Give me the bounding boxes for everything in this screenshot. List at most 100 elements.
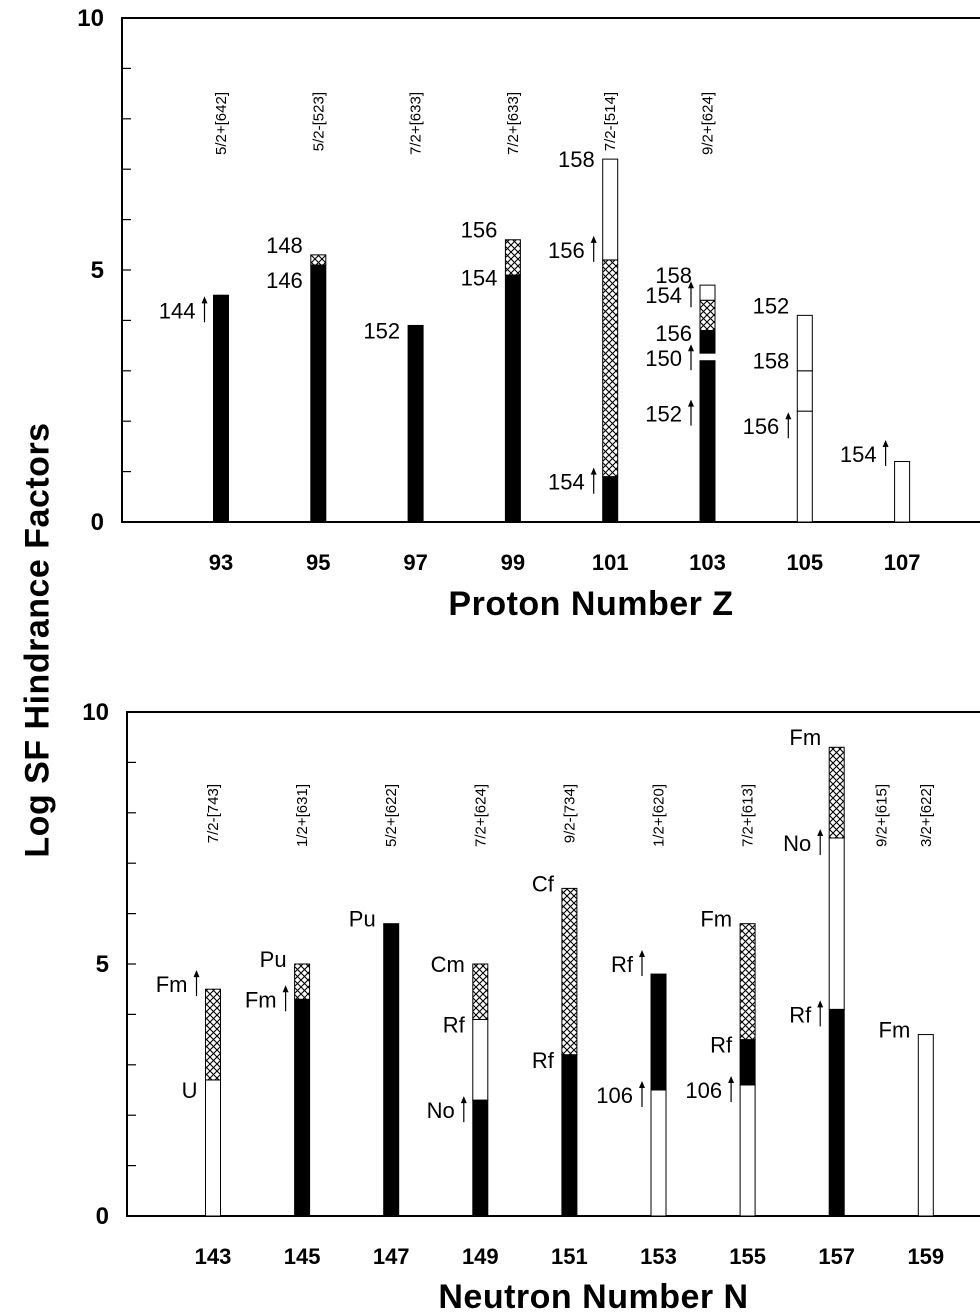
bar-segment-open	[602, 158, 619, 261]
bar-segment-open	[894, 461, 911, 523]
bar-annotation: 154	[645, 283, 682, 308]
arrow-head-icon	[639, 1081, 645, 1089]
bar-segment-solid	[472, 1099, 489, 1217]
bar-annotation: 144	[159, 298, 196, 323]
bar-segment-hatch	[504, 239, 521, 276]
bar-segment-solid	[294, 998, 311, 1217]
bar-segment-solid	[213, 294, 229, 523]
orbital-label: 7/2+[633]	[408, 92, 425, 155]
x-tick-label: 147	[373, 1244, 410, 1269]
bar-segment-hatch	[828, 746, 845, 839]
bar-annotation: No	[427, 1098, 455, 1123]
bar-segment-hatch	[602, 259, 619, 478]
bar-segment-solid	[602, 476, 619, 523]
arrow-head-icon	[882, 439, 889, 447]
bar-segment-open	[828, 837, 845, 1010]
bar-segment-open	[917, 1034, 934, 1217]
bar-annotation: 158	[558, 147, 595, 172]
x-axis-title: Neutron Number N	[438, 1278, 748, 1313]
bar-annotation: 150	[645, 346, 682, 371]
orbital-label: 5/2+[622]	[383, 784, 400, 847]
y-tick-label: 5	[91, 257, 104, 284]
proton-panel: 0 5 10 93 95 97 99 101 103 105 107 Proton Number Z 5…	[77, 5, 980, 623]
bar-segment-open	[739, 1084, 756, 1217]
bar-annotation: 156	[548, 238, 585, 263]
x-tick-label: 101	[592, 550, 629, 575]
arrow-head-icon	[193, 970, 200, 978]
x-tick-label: 143	[195, 1244, 232, 1269]
x-tick-label: 155	[729, 1244, 766, 1269]
bar-annotation: Rf	[789, 1002, 812, 1027]
bar-segment-solid	[407, 324, 424, 523]
bar-segment-open	[650, 1089, 667, 1217]
bar-segment-open	[796, 370, 813, 412]
bar-annotation: Pu	[260, 947, 287, 972]
bar-segment-solid	[650, 973, 667, 1091]
bar-segment-solid	[828, 1008, 845, 1217]
bar-annotation: 146	[266, 268, 303, 293]
y-tick-label: 0	[91, 509, 104, 536]
x-tick-label: 145	[284, 1244, 321, 1269]
bar-segment-open	[796, 314, 813, 372]
orbital-label: 1/2+[620]	[651, 784, 668, 847]
bar-annotation: Cf	[532, 871, 555, 896]
bar-segment-solid	[699, 360, 716, 523]
bar-annotation: 158	[655, 263, 692, 288]
x-tick-label: 157	[818, 1244, 855, 1269]
y-tick-label: 10	[82, 699, 109, 726]
arrow-head-icon	[460, 1096, 467, 1104]
bar-annotation: 154	[840, 442, 877, 467]
bar-annotation: Fm	[700, 907, 732, 932]
orbital-label: 9/2+[615]	[873, 784, 890, 847]
bar-annotation: Rf	[443, 1012, 466, 1037]
arrow-head-icon	[728, 1076, 735, 1083]
bar-segment-solid	[739, 1039, 756, 1086]
x-axis-title: Proton Number Z	[448, 585, 733, 623]
bar-annotation: 148	[266, 233, 303, 258]
bar-annotation: 154	[461, 266, 498, 291]
x-tick-label: 151	[551, 1244, 588, 1269]
bar-annotation: Cm	[431, 952, 465, 977]
bar-segment-open	[796, 410, 813, 523]
bar-annotation: Fm	[789, 725, 821, 750]
bar-annotation: Fm	[879, 1018, 911, 1043]
plot-frame	[126, 711, 980, 1217]
y-tick-label: 0	[96, 1203, 109, 1230]
x-tick-label: 97	[403, 550, 427, 575]
bar-segment-solid	[699, 329, 716, 354]
bar-segment-open	[472, 1018, 489, 1101]
bar-segment-hatch	[472, 963, 489, 1020]
x-tick-label: 103	[689, 550, 726, 575]
bar-annotation: 158	[753, 349, 790, 374]
x-tick-label: 149	[462, 1244, 499, 1269]
arrow-head-icon	[201, 296, 208, 304]
bar-annotation: Pu	[349, 907, 376, 932]
bar-segment-hatch	[205, 988, 221, 1081]
bar-annotation: 156	[655, 321, 692, 346]
orbital-label: 1/2+[631]	[294, 784, 311, 847]
orbital-label: 5/2+[642]	[213, 92, 230, 155]
orbital-label: 5/2-[523]	[310, 92, 327, 151]
bar-segment-open	[205, 1079, 221, 1217]
orbital-label: 3/2+[622]	[918, 784, 935, 847]
bar-annotation: U	[182, 1078, 198, 1103]
bar-annotation: 152	[645, 402, 682, 427]
orbital-label: 7/2+[613]	[740, 784, 757, 847]
arrow-head-icon	[590, 467, 597, 475]
bar-annotation: 106	[596, 1083, 633, 1108]
arrow-head-icon	[639, 950, 645, 957]
x-tick-label: 159	[907, 1244, 944, 1269]
orbital-label: 7/2+[624]	[472, 784, 489, 847]
x-tick-label: 99	[501, 550, 525, 575]
orbital-label: 7/2-[743]	[205, 784, 222, 843]
arrow-head-icon	[817, 829, 824, 837]
bar-segment-solid	[310, 264, 327, 523]
bar-annotation: 156	[461, 218, 498, 243]
arrow-head-icon	[590, 235, 597, 243]
bar-annotation: 152	[753, 293, 790, 318]
bar-segment-hatch	[310, 254, 327, 266]
arrow-head-icon	[817, 1000, 824, 1008]
arrow-head-icon	[688, 281, 694, 289]
bar-annotation: Fm	[156, 972, 188, 997]
x-tick-label: 153	[640, 1244, 677, 1269]
